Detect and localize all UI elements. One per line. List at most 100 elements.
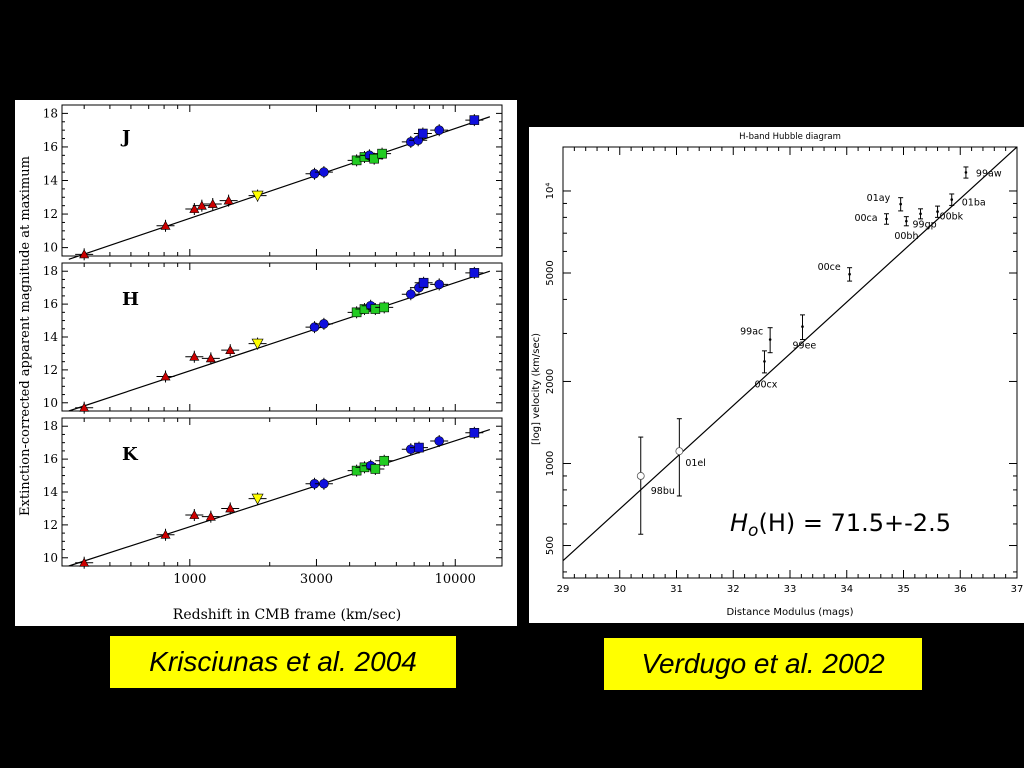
data-point bbox=[75, 248, 94, 261]
marker-dot bbox=[905, 219, 908, 223]
marker-dot bbox=[964, 171, 968, 174]
marker-triangle bbox=[225, 503, 236, 513]
data-point bbox=[465, 114, 484, 127]
y-tick-label: 10 bbox=[43, 551, 58, 565]
marker-square bbox=[469, 427, 480, 438]
data-point bbox=[203, 197, 222, 210]
y-tick-label: 2000 bbox=[545, 369, 556, 394]
marker-square bbox=[418, 128, 428, 139]
marker-triangle bbox=[160, 371, 171, 381]
y-tick-label: 10 bbox=[43, 396, 58, 410]
sn-00bh: 00bh bbox=[894, 216, 918, 242]
y-tick-label: 10 bbox=[43, 241, 58, 255]
x-tick-label: 34 bbox=[840, 584, 853, 595]
data-point bbox=[201, 352, 220, 365]
fit-line bbox=[562, 146, 1018, 562]
y-tick-label: 16 bbox=[43, 140, 58, 154]
x-axis-label: Distance Modulus (mags) bbox=[726, 607, 853, 618]
marker-circle bbox=[319, 478, 329, 489]
y-tick-label: 500 bbox=[545, 536, 556, 555]
y-tick-label: 18 bbox=[43, 419, 58, 433]
x-tick-label: 31 bbox=[670, 584, 683, 595]
marker-open-circle bbox=[636, 472, 645, 480]
data-point bbox=[430, 278, 449, 291]
data-point bbox=[401, 288, 420, 301]
data-point bbox=[201, 510, 220, 523]
data-point bbox=[185, 509, 204, 522]
data-point bbox=[305, 167, 324, 180]
marker-triangle-down bbox=[251, 190, 264, 202]
marker-square bbox=[414, 442, 424, 453]
sn-00bk: 00bk bbox=[935, 205, 964, 223]
jhk-hubble-plots: 10 12 14 16 18 J 10 12 14 16 18 H 10 12 14 16 18 K 1000 300… bbox=[18, 104, 503, 623]
sn-label: 01ba bbox=[962, 198, 986, 209]
sn-label: 98bu bbox=[651, 486, 675, 497]
sn-00cx: 00cx bbox=[754, 350, 778, 390]
data-point bbox=[314, 166, 333, 179]
data-point bbox=[375, 454, 394, 467]
sn-label: 00ca bbox=[854, 213, 877, 224]
hubble-constant-annotation: Ho(H) = 71.5+-2.5 bbox=[730, 509, 951, 541]
data-point bbox=[465, 426, 484, 439]
x-tick-label: 32 bbox=[727, 584, 740, 595]
marker-triangle bbox=[160, 529, 171, 539]
marker-circle bbox=[319, 319, 329, 329]
x-tick-label: 1000 bbox=[173, 572, 206, 587]
data-point bbox=[375, 301, 394, 314]
marker-triangle bbox=[189, 351, 200, 361]
marker-circle bbox=[309, 322, 320, 332]
x-tick-label: 3000 bbox=[300, 572, 333, 587]
data-point bbox=[156, 219, 175, 232]
data-point bbox=[248, 189, 267, 202]
marker-triangle bbox=[79, 402, 90, 412]
marker-triangle bbox=[189, 203, 200, 213]
x-tick-label: 33 bbox=[784, 584, 797, 595]
data-point bbox=[156, 370, 175, 383]
marker-triangle bbox=[189, 509, 200, 519]
marker-triangle bbox=[223, 195, 234, 205]
y-tick-label: 14 bbox=[43, 330, 59, 344]
data-point bbox=[365, 152, 384, 165]
sn-99gp: 99gp bbox=[913, 208, 937, 231]
sn-00ce: 00ce bbox=[818, 262, 853, 282]
sn-label: 00ce bbox=[818, 262, 841, 273]
panel-k: 10 12 14 16 18 K bbox=[43, 417, 503, 569]
data-point bbox=[413, 127, 432, 140]
data-point bbox=[192, 199, 211, 212]
marker-triangle bbox=[225, 345, 236, 355]
data-point bbox=[430, 435, 449, 448]
data-point bbox=[305, 477, 324, 490]
marker-dot bbox=[848, 272, 851, 276]
marker-circle bbox=[434, 436, 445, 446]
y-tick-label: 12 bbox=[43, 207, 58, 221]
marker-square bbox=[379, 455, 390, 466]
y-axis-label: [log] velocity (km/sec) bbox=[531, 333, 542, 445]
marker-dot bbox=[936, 210, 939, 213]
marker-circle bbox=[319, 167, 329, 177]
marker-triangle bbox=[160, 220, 171, 230]
sn-01ba: 01ba bbox=[949, 193, 986, 209]
data-point bbox=[414, 276, 433, 289]
data-point bbox=[75, 401, 94, 414]
data-point bbox=[248, 492, 267, 505]
marker-circle bbox=[434, 279, 445, 290]
data-point bbox=[465, 266, 484, 279]
panel-h: 10 12 14 16 18 H bbox=[43, 262, 503, 414]
marker-triangle bbox=[79, 557, 90, 567]
y-tick-label: 5000 bbox=[545, 260, 556, 285]
data-point bbox=[221, 502, 240, 515]
data-point bbox=[314, 317, 333, 330]
marker-circle bbox=[405, 444, 416, 455]
y-tick-label: 14 bbox=[43, 174, 59, 188]
sn-98bu: 98bu bbox=[636, 436, 675, 535]
band-label: K bbox=[122, 444, 139, 465]
sn-01ay: 01ay bbox=[867, 193, 904, 212]
sn-label: 00cx bbox=[754, 379, 777, 390]
x-tick-label: 37 bbox=[1011, 584, 1024, 595]
marker-square bbox=[418, 277, 429, 288]
marker-square bbox=[469, 115, 480, 125]
sn-label: 01el bbox=[685, 458, 706, 469]
y-tick-label: 16 bbox=[43, 297, 58, 311]
marker-triangle bbox=[196, 200, 207, 210]
panel-j: 10 12 14 16 18 J bbox=[43, 104, 503, 261]
